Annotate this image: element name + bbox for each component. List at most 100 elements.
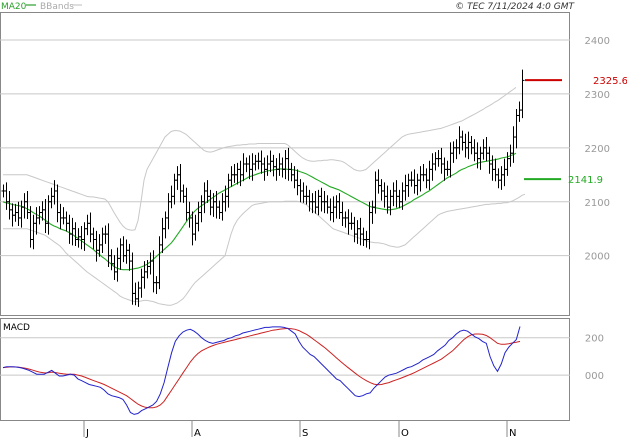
ohlc-bar — [241, 153, 246, 182]
ohlc-bar — [199, 195, 204, 223]
ohlc-bar — [55, 184, 60, 223]
macd-lines — [2, 326, 521, 415]
ohlc-bar — [160, 217, 165, 253]
ohlc-bar — [409, 171, 414, 187]
ohlc-bar — [301, 182, 306, 203]
ohlc-bar — [493, 158, 498, 182]
month-label: N — [509, 428, 516, 439]
ohlc-bar — [337, 193, 342, 220]
ohlc-bar — [310, 193, 315, 214]
ohlc-bar — [226, 173, 231, 208]
ohlc-bar — [403, 174, 408, 201]
ohlc-bar — [82, 222, 87, 251]
ohlc-bar — [415, 173, 420, 196]
ohlc-bar — [394, 180, 399, 208]
ohlc-bar — [283, 149, 288, 180]
ohlc-bar — [163, 211, 168, 239]
ohlc-bar — [265, 155, 270, 176]
ohlc-bar — [172, 173, 177, 205]
ohlc-bar — [316, 189, 321, 216]
last-value-markers: 2325.6 2141.9 — [524, 76, 627, 186]
ohlc-bar — [127, 243, 132, 271]
ohlc-bar — [7, 190, 12, 220]
ohlc-bar — [79, 226, 84, 250]
ohlc-bar — [478, 146, 483, 170]
ohlc-bar — [340, 201, 345, 227]
macd-axis-labels: 200 000 — [585, 334, 604, 382]
price-axis-labels: 2000 2100 2200 2300 2400 — [585, 36, 610, 263]
ohlc-bar — [280, 157, 285, 178]
legend-bbands: BBands — [40, 2, 74, 12]
price-tick-label: 2200 — [585, 144, 610, 155]
ohlc-bar — [382, 182, 387, 208]
ohlc-bar — [154, 276, 159, 294]
ohlc-bar — [463, 133, 468, 158]
ohlc-bar — [391, 182, 396, 207]
month-label: J — [85, 428, 89, 439]
ohlc-bar — [514, 108, 519, 149]
ohlc-bar — [139, 268, 144, 298]
ohlc-bar — [496, 168, 501, 189]
price-tick-label: 2000 — [585, 252, 610, 263]
ohlc-bar — [205, 180, 210, 203]
legend-ma20: MA20 — [1, 2, 27, 12]
ohlc-bar — [511, 126, 516, 163]
ohlc-bars — [1, 69, 525, 307]
ohlc-bar — [469, 135, 474, 155]
ohlc-bar — [91, 227, 96, 250]
ohlc-bar — [85, 214, 90, 236]
ohlc-bar — [481, 139, 486, 160]
ohlc-bar — [397, 189, 402, 209]
ohlc-bar — [94, 230, 99, 262]
ohlc-bar — [253, 154, 258, 171]
ohlc-bar — [361, 227, 366, 246]
ohlc-bar — [169, 185, 174, 209]
ohlc-bar — [505, 152, 510, 176]
ma20-layer — [2, 152, 517, 271]
ohlc-bar — [343, 211, 348, 228]
ohlc-bar — [331, 196, 336, 223]
ohlc-bar — [376, 169, 381, 194]
ohlc-bar — [418, 166, 423, 192]
price-panel-frame — [0, 12, 570, 316]
macd-title: MACD — [3, 323, 30, 333]
ohlc-bar — [193, 214, 198, 241]
ohlc-bar — [124, 239, 129, 264]
ohlc-bar — [208, 189, 213, 216]
ohlc-bar — [88, 212, 93, 243]
price-tick-label: 2100 — [585, 198, 610, 209]
ohlc-bar — [73, 222, 78, 246]
source-timestamp: © TEC 7/11/2024 4:0 GMT — [455, 2, 575, 12]
ohlc-bar — [229, 166, 234, 187]
ohlc-bar — [157, 236, 162, 290]
ohlc-bar — [61, 207, 66, 225]
ohlc-bar — [451, 141, 456, 163]
price-tick-label: 2400 — [585, 36, 610, 47]
ohlc-bar — [346, 209, 351, 235]
ohlc-bar — [247, 155, 252, 180]
signal-line — [2, 327, 521, 409]
ohlc-bar — [427, 160, 432, 190]
ohlc-bar — [349, 212, 354, 230]
ohlc-bar — [388, 189, 393, 216]
ohlc-bar — [325, 195, 330, 214]
bbands-upper-line — [3, 86, 517, 231]
ohlc-bar — [235, 162, 240, 185]
ohlc-bar — [22, 193, 27, 219]
ohlc-bar — [100, 227, 105, 253]
ohlc-bar — [406, 173, 411, 197]
ohlc-bar — [70, 217, 75, 246]
ohlc-bar — [475, 142, 480, 169]
ohlc-bar — [184, 187, 189, 221]
ohlc-bar — [220, 193, 225, 221]
ohlc-bar — [49, 187, 54, 209]
macd-line — [2, 326, 521, 415]
ohlc-bar — [130, 252, 135, 305]
ohlc-bar — [166, 193, 171, 230]
macd-tick-label: 000 — [585, 371, 604, 382]
ohlc-bar — [484, 137, 489, 162]
ohlc-bar — [118, 238, 123, 270]
price-tick-label: 2300 — [585, 90, 610, 101]
ohlc-bar — [373, 171, 378, 214]
